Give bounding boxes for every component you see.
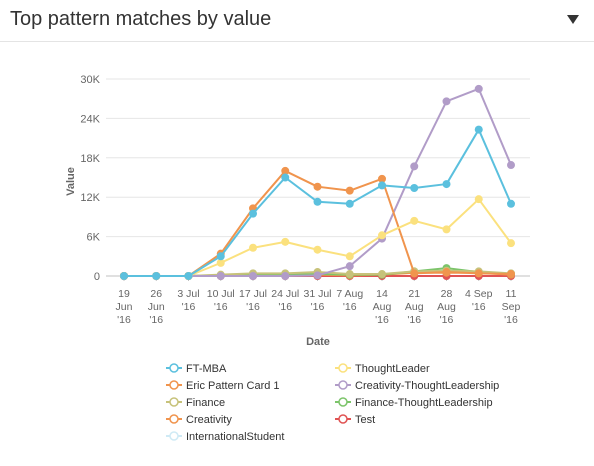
y-axis-label: Value bbox=[65, 167, 77, 196]
legend-item-label[interactable]: Creativity-ThoughtLeadership bbox=[355, 380, 499, 392]
legend-symbol-marker bbox=[338, 363, 348, 373]
legend-item-label[interactable]: Creativity bbox=[186, 414, 232, 426]
data-point bbox=[152, 272, 161, 280]
x-tick-label: 11 Sep '16 bbox=[502, 288, 521, 326]
data-point bbox=[345, 199, 354, 208]
legend-item-label[interactable]: Eric Pattern Card 1 bbox=[186, 380, 280, 392]
data-point bbox=[216, 252, 225, 261]
x-tick-label: 21 Aug '16 bbox=[405, 288, 424, 326]
data-point bbox=[345, 186, 354, 195]
data-point bbox=[507, 161, 515, 170]
x-axis-label: Date bbox=[306, 336, 330, 348]
data-point bbox=[345, 262, 354, 271]
data-point bbox=[410, 162, 419, 171]
data-point bbox=[281, 272, 290, 280]
data-point bbox=[410, 269, 419, 278]
legend-item-label[interactable]: InternationalStudent bbox=[186, 431, 284, 443]
data-point bbox=[378, 270, 386, 279]
legend-symbol-marker bbox=[169, 397, 179, 407]
y-tick-label: 30K bbox=[80, 74, 100, 86]
y-tick-label: 12K bbox=[80, 192, 100, 204]
legend-item-label[interactable]: Finance-ThoughtLeadership bbox=[355, 397, 493, 409]
legend-item-label[interactable]: Test bbox=[355, 414, 375, 426]
data-point bbox=[184, 272, 193, 280]
data-point bbox=[313, 245, 322, 254]
x-tick-label: 4 Sep '16 bbox=[465, 288, 493, 313]
legend-item-label[interactable]: ThoughtLeader bbox=[355, 363, 430, 375]
series-line bbox=[124, 198, 512, 277]
data-point bbox=[216, 272, 225, 280]
data-point bbox=[378, 231, 386, 240]
data-point bbox=[345, 252, 354, 261]
data-point bbox=[442, 97, 451, 106]
x-tick-label: 3 Jul '16 bbox=[177, 288, 199, 313]
legend-symbol-marker bbox=[338, 414, 348, 424]
legend-symbol-marker bbox=[169, 414, 179, 424]
y-tick-label: 24K bbox=[80, 113, 100, 125]
data-point bbox=[216, 258, 225, 267]
data-point bbox=[474, 195, 483, 204]
dropdown-triangle-icon[interactable] bbox=[567, 15, 579, 24]
data-point bbox=[281, 166, 290, 175]
x-tick-label: 26 Jun '16 bbox=[148, 288, 165, 326]
y-tick-label: 18K bbox=[80, 153, 100, 165]
y-tick-label: 6K bbox=[87, 232, 101, 244]
data-point bbox=[378, 174, 386, 183]
data-point bbox=[281, 237, 290, 246]
x-tick-label: 31 Jul '16 bbox=[303, 288, 331, 313]
x-tick-label: 28 Aug '16 bbox=[437, 288, 456, 326]
data-point bbox=[507, 199, 515, 208]
x-tick-label: 19 Jun '16 bbox=[116, 288, 133, 326]
line-chart: 0 6K 12K 18K 24K 30K Value 19 Jun '16 26 Jun '16 3 Ju… bbox=[65, 74, 530, 443]
data-point bbox=[120, 272, 128, 280]
data-point bbox=[281, 173, 290, 182]
legend-symbol-marker bbox=[338, 397, 348, 407]
data-point bbox=[410, 184, 419, 193]
chart-title: Top pattern matches by value bbox=[10, 8, 272, 30]
data-point bbox=[442, 180, 451, 189]
data-point bbox=[249, 272, 257, 280]
chart-header: Top pattern matches by value bbox=[0, 0, 594, 42]
data-point bbox=[474, 84, 483, 93]
legend-symbol-marker bbox=[338, 380, 348, 390]
x-tick-label: 24 Jul '16 bbox=[271, 288, 299, 313]
legend-item-label[interactable]: Finance bbox=[186, 397, 225, 409]
data-point bbox=[249, 209, 257, 218]
legend-symbol-marker bbox=[169, 380, 179, 390]
data-point bbox=[378, 181, 386, 190]
data-point bbox=[410, 216, 419, 225]
x-tick-label: 10 Jul '16 bbox=[207, 288, 235, 313]
data-point bbox=[442, 225, 451, 234]
data-point bbox=[313, 197, 322, 206]
data-point bbox=[313, 271, 322, 280]
data-point bbox=[442, 268, 451, 277]
data-point bbox=[249, 243, 257, 252]
data-point bbox=[507, 239, 515, 248]
data-point bbox=[474, 125, 483, 134]
x-tick-label: 14 Aug '16 bbox=[373, 288, 392, 326]
data-point bbox=[313, 182, 322, 191]
legend-symbol-marker bbox=[169, 363, 179, 373]
x-tick-label: 7 Aug '16 bbox=[336, 288, 363, 313]
legend-item-label[interactable]: FT-MBA bbox=[186, 363, 227, 375]
y-tick-label: 0 bbox=[94, 271, 100, 283]
data-point bbox=[474, 269, 483, 278]
data-point bbox=[507, 270, 515, 279]
data-point bbox=[345, 270, 354, 279]
legend-symbol-marker bbox=[169, 431, 179, 441]
x-tick-label: 17 Jul '16 bbox=[239, 288, 267, 313]
